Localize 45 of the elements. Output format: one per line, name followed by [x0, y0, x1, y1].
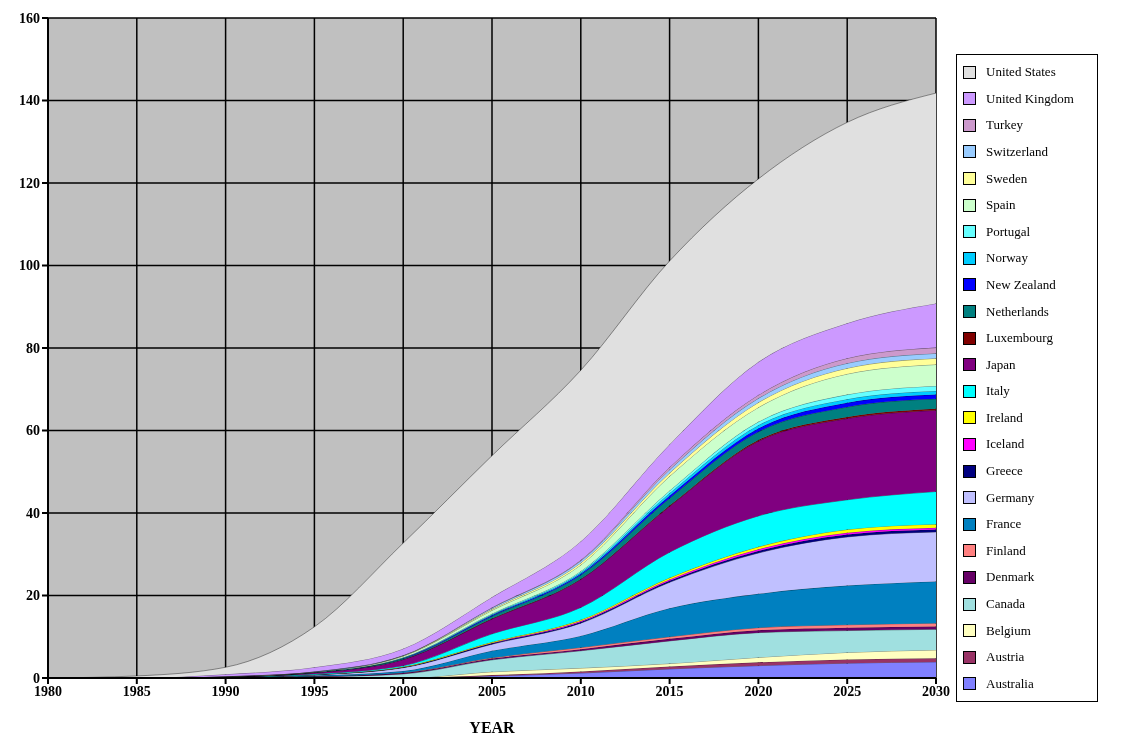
legend-label: Greece — [986, 463, 1023, 480]
legend-label: Iceland — [986, 436, 1025, 453]
legend-label: Canada — [986, 596, 1025, 613]
y-tick-label: 120 — [19, 175, 40, 191]
legend-label: France — [986, 516, 1022, 533]
legend-label: Portugal — [986, 223, 1031, 240]
legend-label: Austria — [986, 649, 1025, 666]
legend-label: Luxembourg — [986, 330, 1053, 347]
x-tick-label: 2010 — [566, 683, 595, 699]
y-tick-label: 100 — [19, 258, 40, 274]
x-tick-label: 1990 — [211, 683, 240, 699]
legend-label: New Zealand — [986, 276, 1056, 293]
y-tick-label: 140 — [19, 93, 40, 109]
legend-label: Germany — [986, 489, 1035, 506]
legend-label: Sweden — [986, 170, 1028, 187]
legend-label: Australia — [986, 675, 1034, 692]
legend-label: Turkey — [986, 117, 1024, 134]
y-tick-label: 60 — [26, 423, 40, 439]
legend-label: Spain — [986, 197, 1016, 214]
legend-label: Switzerland — [986, 143, 1049, 160]
x-tick-label: 2000 — [389, 683, 418, 699]
legend-label: Japan — [986, 356, 1016, 373]
legend-label: Netherlands — [986, 303, 1049, 320]
legend-label: United Kingdom — [986, 90, 1074, 107]
x-tick-label: 1995 — [300, 683, 329, 699]
x-axis-title: YEAR — [469, 719, 516, 736]
x-tick-label: 2030 — [922, 683, 950, 699]
x-tick-label: 2020 — [744, 683, 773, 699]
y-tick-label: 20 — [26, 588, 40, 604]
legend-label: Belgium — [986, 622, 1031, 639]
legend-label: United States — [986, 64, 1056, 81]
x-tick-label: 2025 — [833, 683, 862, 699]
y-tick-label: 40 — [26, 505, 40, 521]
legend-label: Denmark — [986, 569, 1035, 586]
y-tick-label: 160 — [19, 10, 40, 26]
y-tick-label: 80 — [26, 340, 40, 356]
x-tick-label: 1985 — [122, 683, 151, 699]
y-tick-label: 0 — [33, 670, 40, 686]
legend-label: Ireland — [986, 409, 1023, 426]
x-tick-label: 2005 — [478, 683, 506, 699]
legend-label: Italy — [986, 383, 1010, 400]
x-tick-label: 1980 — [34, 683, 62, 699]
legend-label: Norway — [986, 250, 1028, 267]
legend-label: Finland — [986, 542, 1026, 559]
x-tick-label: 2015 — [655, 683, 684, 699]
